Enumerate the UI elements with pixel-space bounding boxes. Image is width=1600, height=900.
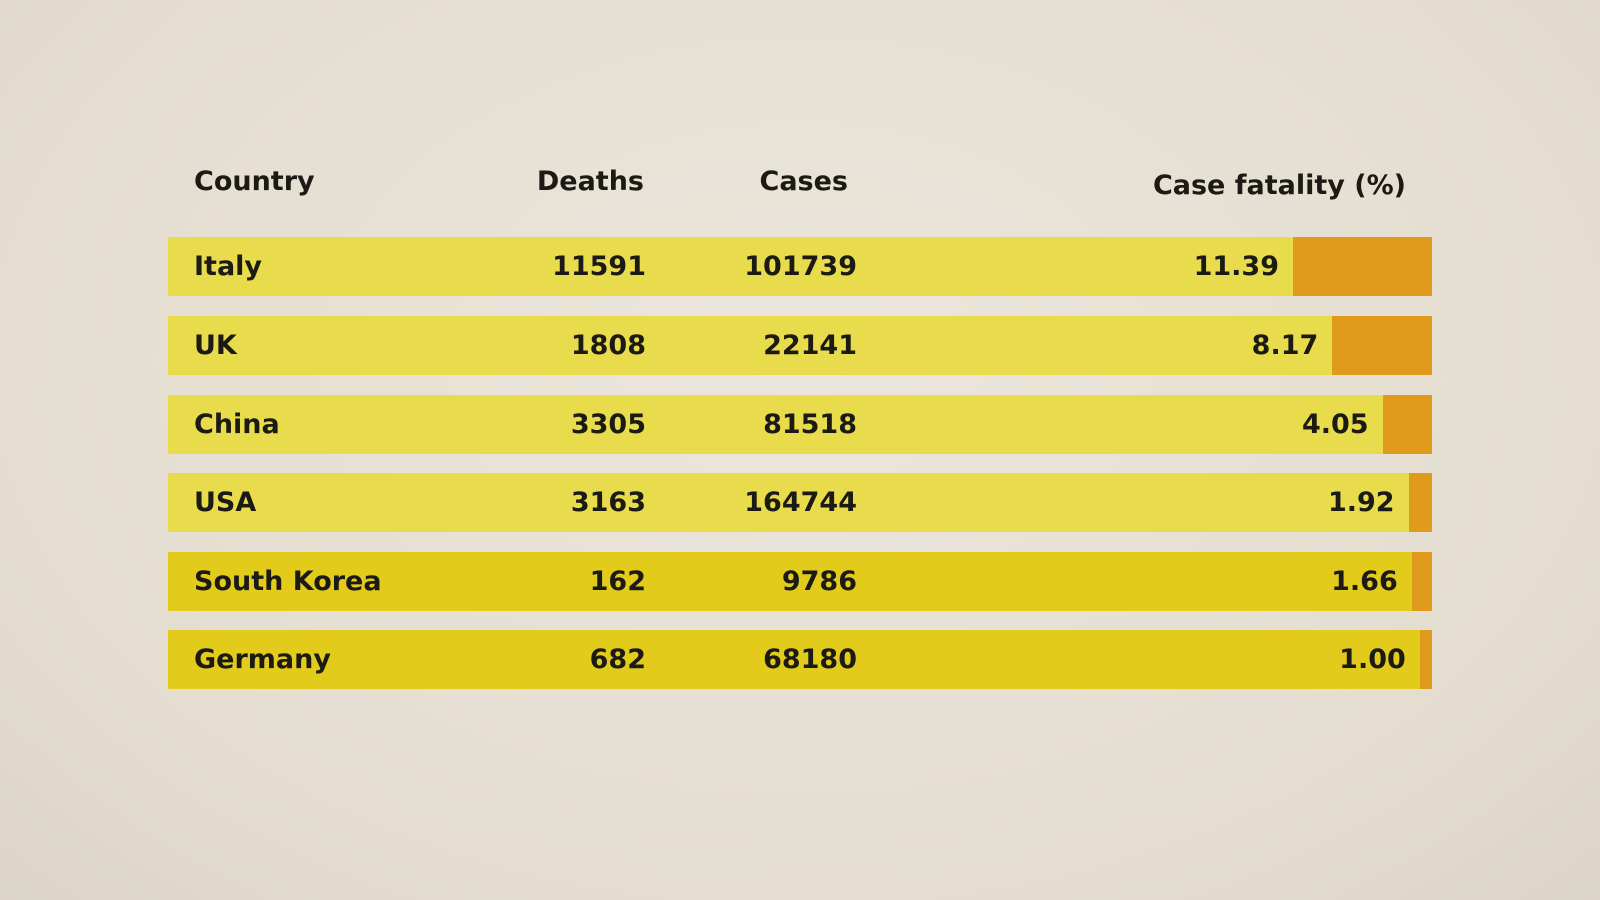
table-row: Italy 11591 101739 11.39 [168, 237, 1432, 296]
fatality-value: 1.00 [1339, 644, 1406, 675]
table-row: UK 1808 22141 8.17 [168, 316, 1432, 375]
fatality-value: 1.66 [1331, 566, 1398, 597]
country-cell: China [194, 409, 280, 440]
table-row: USA 3163 164744 1.92 [168, 473, 1432, 532]
cases-cell: 81518 [763, 409, 857, 440]
deaths-cell: 3305 [570, 409, 646, 440]
table-row: South Korea 162 9786 1.66 [168, 552, 1432, 611]
table-row: China 3305 81518 4.05 [168, 395, 1432, 454]
fatality-value: 1.92 [1327, 487, 1395, 518]
cases-cell: 164744 [744, 487, 857, 518]
fatality-bar [1293, 237, 1432, 296]
country-cell: UK [194, 330, 237, 361]
deaths-cell: 162 [589, 566, 646, 597]
cases-cell: 9786 [781, 566, 857, 597]
fatality-value: 11.39 [1193, 251, 1279, 282]
fatality-bar [1332, 316, 1432, 375]
country-cell: Italy [194, 251, 263, 282]
cases-cell: 101739 [744, 251, 857, 282]
deaths-cell: 3163 [570, 487, 646, 518]
deaths-cell: 682 [589, 644, 646, 675]
cases-cell: 68180 [763, 644, 857, 675]
header-cases: Cases [759, 166, 849, 197]
country-cell: South Korea [194, 566, 382, 597]
header-case-fatality: Case fatality (%) [1152, 170, 1406, 201]
country-cell: USA [194, 487, 257, 518]
header-country: Country [194, 166, 315, 197]
country-cell: Germany [194, 644, 331, 675]
table-row: Germany 682 68180 1.00 [168, 630, 1432, 689]
fatality-bar [1382, 395, 1432, 454]
fatality-value: 8.17 [1251, 330, 1319, 361]
fatality-value: 4.05 [1301, 409, 1369, 440]
fatality-bar [1419, 630, 1432, 689]
fatality-bar [1408, 473, 1432, 532]
fatality-bar [1411, 552, 1432, 611]
deaths-cell: 1808 [570, 330, 646, 361]
header-deaths: Deaths [536, 166, 644, 197]
deaths-cell: 11591 [552, 251, 646, 282]
cases-cell: 22141 [763, 330, 857, 361]
